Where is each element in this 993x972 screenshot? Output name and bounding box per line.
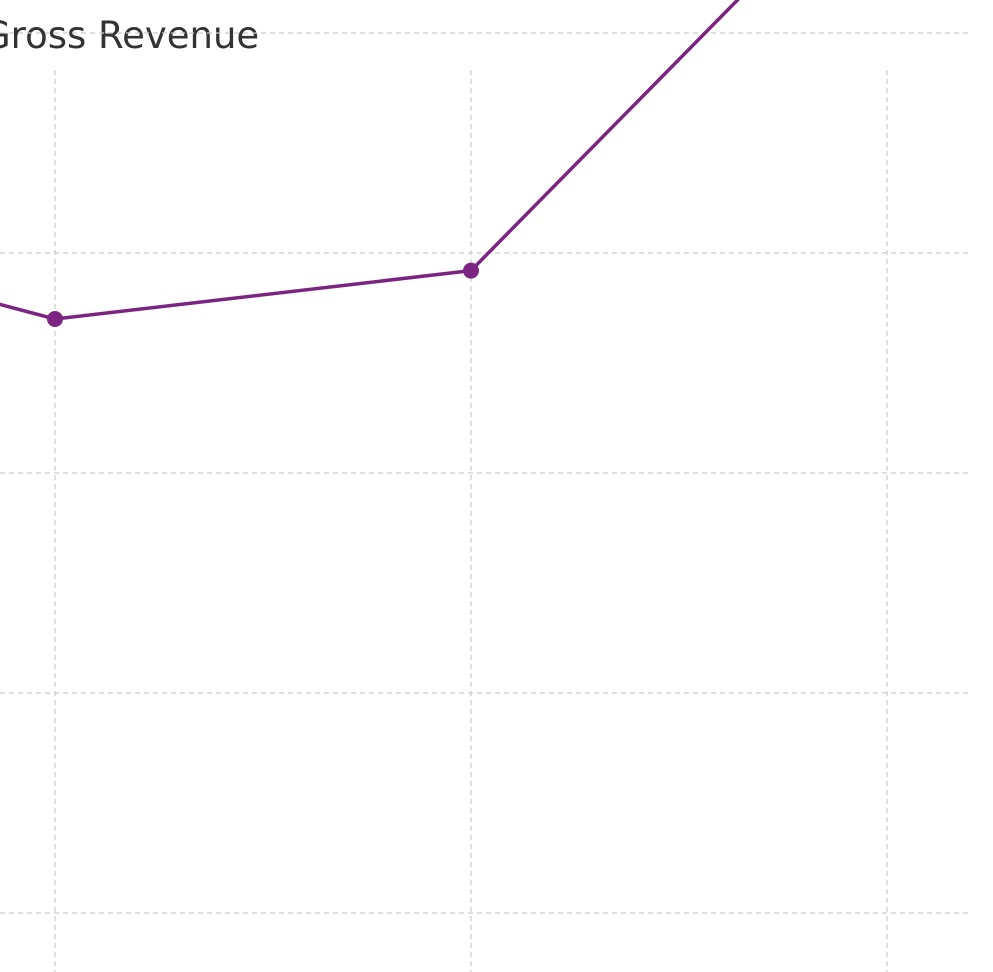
data-point-2 bbox=[463, 262, 479, 279]
series-line-0 bbox=[0, 0, 740, 321]
grid-lines bbox=[0, 32, 970, 972]
series-layer bbox=[0, 0, 740, 327]
chart-title: Gross Revenue bbox=[0, 14, 260, 57]
data-point-1 bbox=[47, 311, 63, 327]
